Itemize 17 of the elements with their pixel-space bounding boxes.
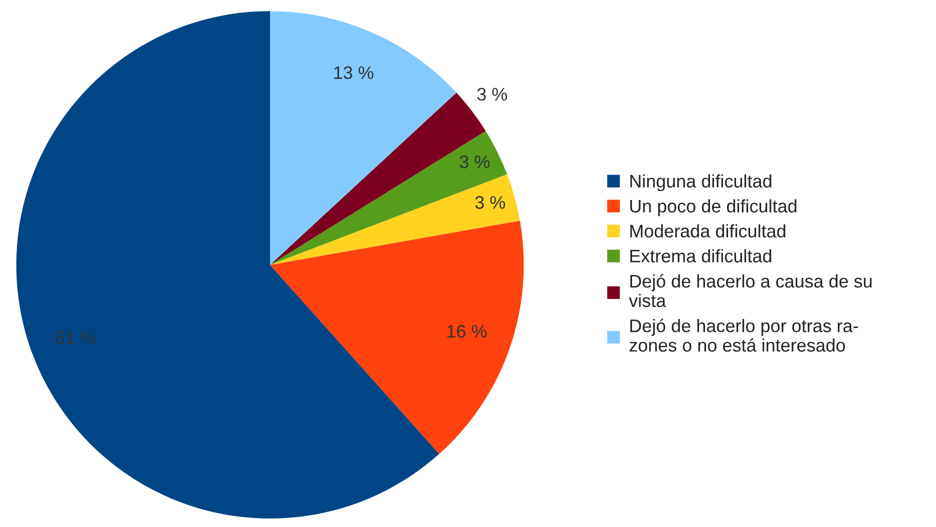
legend-label: Dejó de hacerlo por otras ra- zones o no está interesado — [630, 318, 858, 352]
legend-label: Moderada dificultad — [630, 224, 786, 238]
legend-label: Un poco de dificultad — [630, 199, 796, 216]
pie-slice — [16, 11, 440, 519]
data-label: 3 % — [475, 196, 506, 209]
legend-label: Ninguna dificultad — [630, 174, 772, 192]
pie-slice — [270, 174, 520, 265]
pie-slice — [270, 131, 508, 265]
data-label: 3 % — [477, 88, 508, 101]
legend-label: Dejó de hacerlo a causa de su vista — [628, 274, 872, 308]
legend-label: Extrema dificultad — [630, 249, 772, 262]
data-label: 61 % — [56, 331, 96, 344]
data-label: 3 % — [460, 155, 490, 168]
pie-slice — [270, 220, 524, 454]
data-label: 13 % — [334, 66, 374, 80]
data-label: 16 % — [447, 324, 487, 338]
pie-slice — [270, 11, 456, 265]
